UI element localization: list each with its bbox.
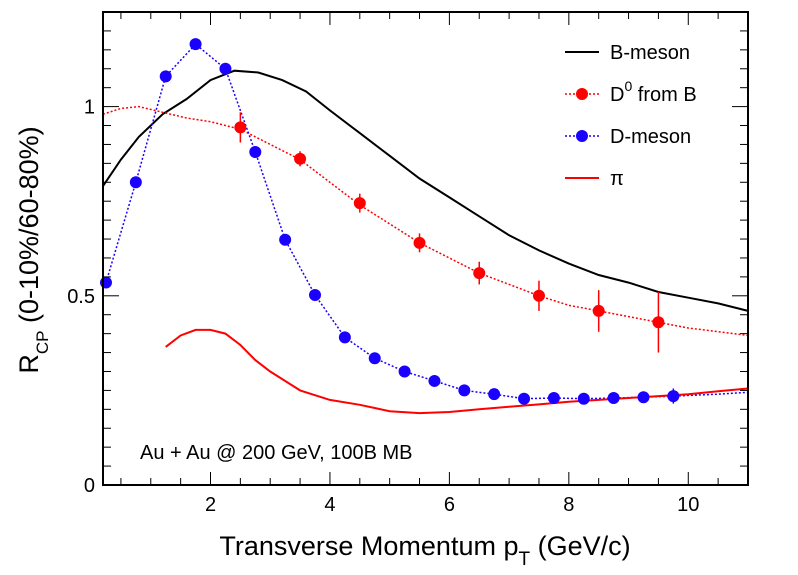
series-line-pion [165,328,749,415]
chart-markers [99,38,680,405]
data-point-d-meson [368,352,381,365]
data-point-d-meson [488,388,501,401]
legend-marker-d0-from-b [576,88,588,100]
data-point-d-meson [518,392,531,405]
x-tick-label: 2 [205,494,216,516]
data-point-d-meson [428,374,441,387]
data-point-d-meson [279,233,292,246]
chart-curves [102,43,749,415]
data-point-d-meson [129,176,142,189]
data-point-d-meson [338,331,351,344]
legend-label-d-meson: D-meson [610,126,691,148]
x-tick-label: 10 [677,494,699,516]
data-point-d0-from-b [294,152,307,165]
data-point-d-meson [219,62,232,75]
y-axis-title: RCP (0-10%/60-80%) [14,126,52,373]
tick-labels: 2 4 6 8 10 0 0.5 1 [67,97,699,516]
data-point-d0-from-b [234,121,247,134]
data-point-d-meson [159,70,172,83]
data-point-d0-from-b [592,304,605,317]
data-point-d-meson [458,384,471,397]
data-point-d-meson [577,392,590,405]
legend: B-meson D0 from B D-meson π [565,42,697,190]
data-point-d0-from-b [413,236,426,249]
data-point-d-meson [607,391,620,404]
data-point-d0-from-b [532,289,545,302]
y-tick-label: 0 [84,475,95,497]
data-point-d0-from-b [353,197,366,210]
data-point-d0-from-b [652,316,665,329]
data-point-d0-from-b [473,267,486,280]
y-tick-label: 1 [84,97,95,119]
legend-label-d0-from-b: D0 from B [610,78,697,106]
data-point-d-meson [547,391,560,404]
data-point-d-meson [99,276,112,289]
data-point-d-meson [637,391,650,404]
legend-label-b-meson: B-meson [610,42,690,64]
series-line-b-meson [102,69,749,312]
plot-frame [102,11,749,486]
data-point-d-meson [189,38,202,51]
x-tick-label: 4 [324,494,335,516]
data-point-d-meson [667,390,680,403]
x-tick-label: 6 [444,494,455,516]
series-line-d0-from-b [102,105,749,337]
axis-ticks [103,11,749,486]
data-point-d-meson [249,146,262,159]
data-point-d-meson [398,365,411,378]
legend-marker-d-meson [576,130,588,142]
y-tick-label: 0.5 [67,286,95,308]
legend-label-pion: π [610,168,624,190]
collision-annotation: Au + Au @ 200 GeV, 100B MB [140,442,413,464]
data-point-d-meson [309,289,322,302]
x-tick-label: 8 [563,494,574,516]
x-axis-title: Transverse Momentum pT (GeV/c) [219,531,630,570]
